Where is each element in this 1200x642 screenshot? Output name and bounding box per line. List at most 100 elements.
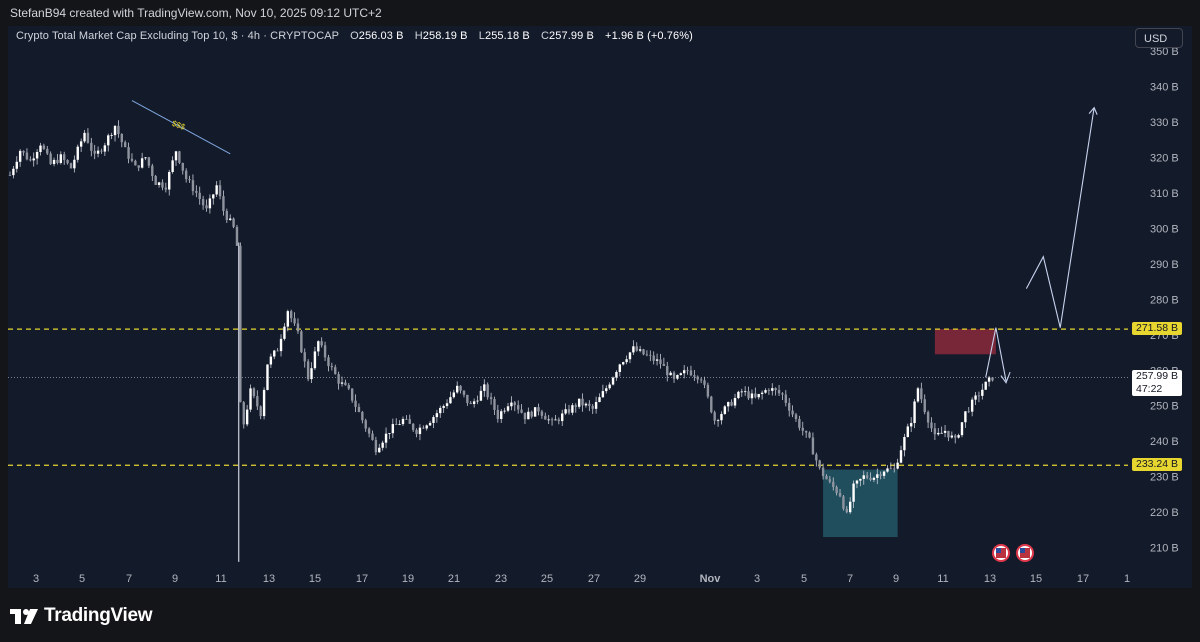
candle-body: [723, 406, 727, 414]
candle-body: [791, 410, 794, 415]
candle-body: [12, 168, 15, 176]
candle-body: [659, 359, 662, 364]
y-tick-label: 240 B: [1150, 436, 1179, 448]
candle-body: [591, 405, 594, 409]
candle-body: [703, 380, 706, 385]
candle-body: [893, 468, 896, 470]
candle-body: [466, 394, 469, 403]
candle-body: [306, 361, 310, 380]
chart-legend: Crypto Total Market Cap Excluding Top 10…: [16, 30, 693, 42]
candle-body: [66, 160, 69, 164]
candle-body: [764, 390, 767, 393]
candle-body: [964, 411, 967, 423]
legend-close-label: C: [541, 30, 550, 42]
candle-body: [733, 398, 737, 406]
bar-countdown: 47:22: [1136, 383, 1163, 396]
candle-body: [835, 487, 838, 493]
candle-body: [754, 393, 757, 398]
candle-body: [303, 352, 306, 362]
x-tick-label: 1: [1124, 573, 1130, 585]
x-tick-label: 7: [126, 573, 132, 585]
candle-body: [615, 371, 618, 378]
candle-body: [876, 474, 879, 478]
x-tick-label: 3: [33, 573, 39, 585]
candle-body: [259, 406, 262, 417]
author-credit: StefanB94 created with TradingView.com, …: [10, 6, 382, 20]
candle-body: [970, 399, 974, 412]
tradingview-logo[interactable]: TradingView: [10, 604, 153, 628]
candle-body: [574, 405, 577, 407]
candle-body: [716, 420, 720, 422]
legend-high: 258.19 B: [422, 30, 468, 42]
candle-body: [821, 467, 825, 477]
candle-body: [666, 365, 669, 376]
candle-body: [18, 150, 22, 162]
candle-body: [984, 381, 987, 390]
candle-body: [191, 180, 195, 192]
candle-body: [73, 159, 76, 169]
y-tick-label: 330 B: [1150, 117, 1179, 129]
candle-body: [439, 407, 442, 414]
candle-body: [317, 341, 320, 352]
candle-body: [323, 345, 327, 358]
x-tick-label: 5: [801, 573, 807, 585]
candle-body: [56, 159, 59, 163]
y-tick-label: 310 B: [1150, 188, 1179, 200]
candle-body: [601, 391, 605, 398]
projection-arrowhead-up: [1088, 106, 1098, 115]
candle-body: [469, 402, 472, 404]
candle-body: [405, 418, 408, 420]
candle-body: [15, 161, 18, 169]
candle-body: [520, 409, 523, 413]
candle-body: [391, 424, 395, 434]
candle-body: [449, 397, 452, 404]
candle-body: [330, 366, 334, 368]
candle-body: [991, 377, 994, 381]
candle-body: [662, 363, 666, 366]
legend-low: 255.18 B: [485, 30, 530, 42]
candle-body: [35, 151, 39, 159]
candle-body: [32, 158, 35, 161]
candle-body: [882, 471, 886, 476]
candle-body: [632, 346, 635, 353]
candle-body: [347, 385, 350, 389]
candle-body: [859, 478, 862, 481]
candle-body: [86, 132, 90, 143]
candle-body: [564, 409, 567, 414]
legend-high-label: H: [414, 30, 423, 42]
candle-body: [920, 388, 923, 400]
level-price-tag: 271.58 B: [1132, 322, 1183, 336]
projection-path-short: [985, 327, 1007, 382]
candle-body: [354, 400, 357, 407]
candle-body: [489, 397, 493, 400]
y-tick-label: 290 B: [1150, 259, 1179, 271]
candle-body: [134, 160, 137, 166]
candle-body: [516, 405, 520, 410]
candle-body: [608, 384, 611, 389]
candle-body: [229, 218, 232, 220]
candle-body: [384, 433, 388, 443]
candle-body: [981, 389, 984, 396]
candle-body: [743, 391, 747, 393]
currency-button[interactable]: USD: [1135, 28, 1183, 48]
candle-body: [428, 422, 432, 426]
candle-body: [340, 382, 344, 384]
candle-body: [584, 403, 588, 406]
candle-body: [828, 479, 832, 482]
y-axis-area: [1128, 26, 1192, 588]
candle-body: [706, 384, 710, 397]
candle-body: [588, 403, 591, 406]
candle-body: [886, 468, 889, 472]
candle-body: [550, 419, 554, 421]
candle-body: [913, 401, 916, 424]
candle-body: [408, 419, 411, 424]
candle-body: [249, 388, 252, 410]
y-tick-label: 280 B: [1150, 294, 1179, 306]
candle-body: [201, 199, 205, 206]
candle-body: [411, 423, 415, 430]
candle-body: [46, 148, 49, 154]
candle-body: [967, 411, 970, 413]
candle-body: [622, 362, 625, 365]
